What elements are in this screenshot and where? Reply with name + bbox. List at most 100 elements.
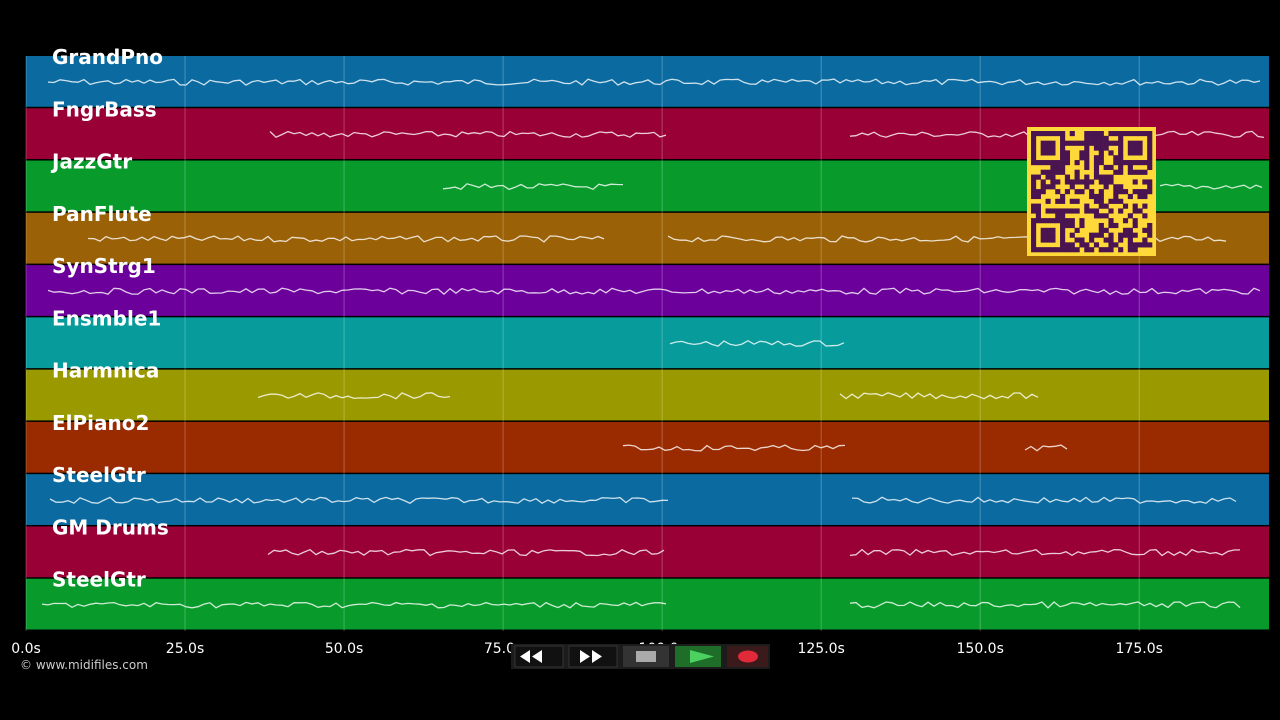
qr-cell <box>1069 218 1075 224</box>
qr-cell <box>1060 247 1066 253</box>
qr-cell <box>1118 232 1124 238</box>
qr-cell <box>1093 155 1100 161</box>
note-trace <box>669 339 845 347</box>
qr-cell <box>1147 140 1153 146</box>
qr-cell <box>1108 237 1114 243</box>
qr-cell <box>1074 237 1080 243</box>
qr-cell <box>1127 193 1133 200</box>
qr-cell <box>1098 131 1104 137</box>
qr-cell <box>1050 218 1056 224</box>
qr-cell <box>1040 227 1046 233</box>
note-trace <box>47 78 1261 86</box>
qr-cell <box>1060 169 1066 175</box>
qr-cell <box>1137 189 1143 195</box>
qr-cell <box>1069 208 1075 214</box>
note-trace <box>1024 444 1068 452</box>
qr-cell <box>1093 213 1100 219</box>
qr-cell <box>1132 160 1138 166</box>
qr-cell <box>1132 145 1138 151</box>
qr-cell <box>1035 218 1041 224</box>
qr-cell <box>1118 208 1124 214</box>
qr-cell <box>1084 208 1090 214</box>
qr-cell <box>1103 213 1109 219</box>
qr-cell <box>1093 232 1100 238</box>
qr-cell <box>1069 232 1075 238</box>
track-name: SteelGtr <box>52 463 146 487</box>
qr-cell <box>1103 135 1109 141</box>
qr-cell <box>1089 232 1095 238</box>
qr-cell <box>1118 164 1124 171</box>
qr-cell <box>1060 131 1066 137</box>
qr-cell <box>1064 218 1071 224</box>
qr-cell <box>1118 145 1124 151</box>
qr-cell <box>1127 247 1133 253</box>
track-name: Ensmble1 <box>52 306 161 330</box>
qr-cell <box>1069 242 1075 248</box>
qr-cell <box>1142 237 1148 243</box>
qr-code <box>1027 127 1156 256</box>
qr-cell <box>1137 208 1143 214</box>
qr-cell <box>1074 174 1080 180</box>
qr-cell <box>1127 232 1133 238</box>
qr-cell <box>1093 160 1100 166</box>
qr-cell <box>1031 135 1037 141</box>
qr-cell <box>1045 208 1051 214</box>
qr-cell <box>1113 140 1119 146</box>
qr-cell <box>1108 131 1114 137</box>
record-button[interactable] <box>727 646 768 667</box>
qr-cell <box>1069 179 1075 185</box>
qr-cell <box>1122 218 1129 224</box>
qr-cell <box>1132 247 1138 253</box>
qr-cell <box>1142 242 1148 248</box>
play-button[interactable] <box>675 646 721 667</box>
qr-cell <box>1127 145 1133 151</box>
qr-cell <box>1040 150 1046 156</box>
qr-cell <box>1113 184 1119 190</box>
qr-cell <box>1142 203 1148 209</box>
qr-cell <box>1045 174 1051 180</box>
qr-cell <box>1147 160 1153 166</box>
qr-cell <box>1084 155 1090 161</box>
qr-cell <box>1074 247 1080 253</box>
qr-cell <box>1035 189 1041 195</box>
qr-cell <box>1060 145 1066 151</box>
qr-cell <box>1118 169 1124 175</box>
qr-cell <box>1108 232 1114 238</box>
qr-cell <box>1040 184 1046 190</box>
qr-cell <box>1031 131 1037 137</box>
qr-cell <box>1098 179 1104 185</box>
qr-cell <box>1050 160 1056 166</box>
rewind-button[interactable] <box>514 645 564 668</box>
qr-cell <box>1055 164 1061 171</box>
forward-button[interactable] <box>568 645 618 668</box>
qr-cell <box>1084 135 1090 141</box>
qr-cell <box>1060 140 1066 146</box>
note-trace <box>49 496 669 504</box>
qr-cell <box>1132 189 1138 195</box>
qr-cell <box>1113 169 1119 175</box>
stop-button[interactable] <box>623 646 669 667</box>
qr-cell <box>1142 227 1148 233</box>
qr-cell <box>1093 164 1100 171</box>
qr-cell <box>1084 140 1090 146</box>
qr-cell <box>1031 208 1037 214</box>
qr-cell <box>1084 150 1090 156</box>
qr-cell <box>1122 189 1129 195</box>
qr-cell <box>1055 198 1061 204</box>
qr-cell <box>1050 140 1056 146</box>
qr-cell <box>1103 140 1109 146</box>
qr-cell <box>1060 237 1066 243</box>
qr-cell <box>1031 189 1037 195</box>
qr-cell <box>1118 237 1124 243</box>
qr-cell <box>1147 222 1153 229</box>
qr-cell <box>1060 193 1066 200</box>
qr-cell <box>1050 164 1056 171</box>
qr-cell <box>1137 169 1143 175</box>
qr-cell <box>1045 232 1051 238</box>
qr-cell <box>1084 174 1090 180</box>
note-trace <box>1159 183 1263 190</box>
qr-cell <box>1040 131 1046 137</box>
qr-cell <box>1093 169 1100 175</box>
qr-cell <box>1050 237 1056 243</box>
qr-cell <box>1060 160 1066 166</box>
